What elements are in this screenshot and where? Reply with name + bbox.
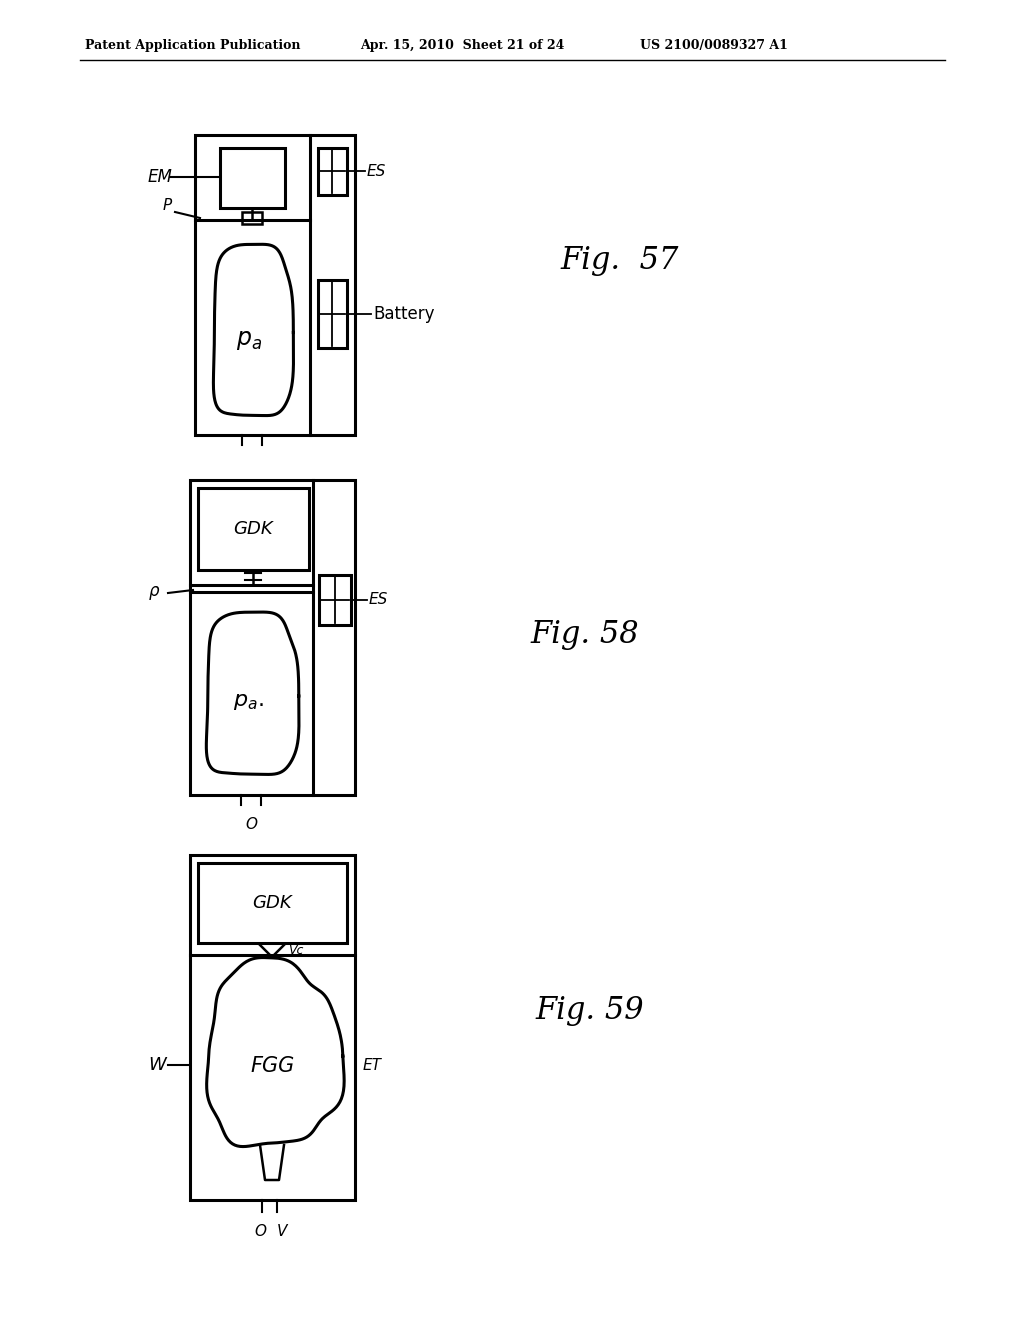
- Bar: [190, 480, 355, 795]
- Bar: [190, 855, 355, 1200]
- Bar: [198, 488, 309, 570]
- Text: ES: ES: [369, 593, 388, 607]
- Text: Fig. 58: Fig. 58: [530, 619, 639, 651]
- Text: Fig. 59: Fig. 59: [535, 994, 644, 1026]
- Bar: [318, 148, 347, 195]
- Bar: [242, 213, 262, 224]
- Text: $\rho$: $\rho$: [148, 583, 161, 602]
- Text: FGG: FGG: [251, 1056, 295, 1076]
- Bar: [319, 576, 351, 624]
- Text: O: O: [254, 1224, 266, 1239]
- Text: P: P: [163, 198, 172, 213]
- Bar: [318, 280, 347, 348]
- Bar: [198, 863, 347, 942]
- Text: Fig.  57: Fig. 57: [560, 244, 678, 276]
- Text: GDK: GDK: [252, 894, 292, 912]
- Text: US 2100/0089327 A1: US 2100/0089327 A1: [640, 40, 787, 51]
- Bar: [195, 135, 355, 436]
- Text: $p_a.$: $p_a.$: [233, 690, 264, 711]
- Text: Vc: Vc: [288, 945, 303, 957]
- Text: W: W: [148, 1056, 166, 1074]
- Text: $p_a$: $p_a$: [237, 329, 262, 352]
- Text: O: O: [245, 817, 257, 832]
- Text: V: V: [276, 1224, 287, 1239]
- Text: ES: ES: [367, 164, 386, 178]
- Text: GDK: GDK: [233, 520, 272, 539]
- Text: Apr. 15, 2010  Sheet 21 of 24: Apr. 15, 2010 Sheet 21 of 24: [360, 40, 564, 51]
- Text: Battery: Battery: [373, 305, 434, 323]
- Text: EM: EM: [148, 168, 173, 186]
- Text: ET: ET: [362, 1057, 382, 1072]
- Bar: [220, 148, 285, 209]
- Text: Patent Application Publication: Patent Application Publication: [85, 40, 300, 51]
